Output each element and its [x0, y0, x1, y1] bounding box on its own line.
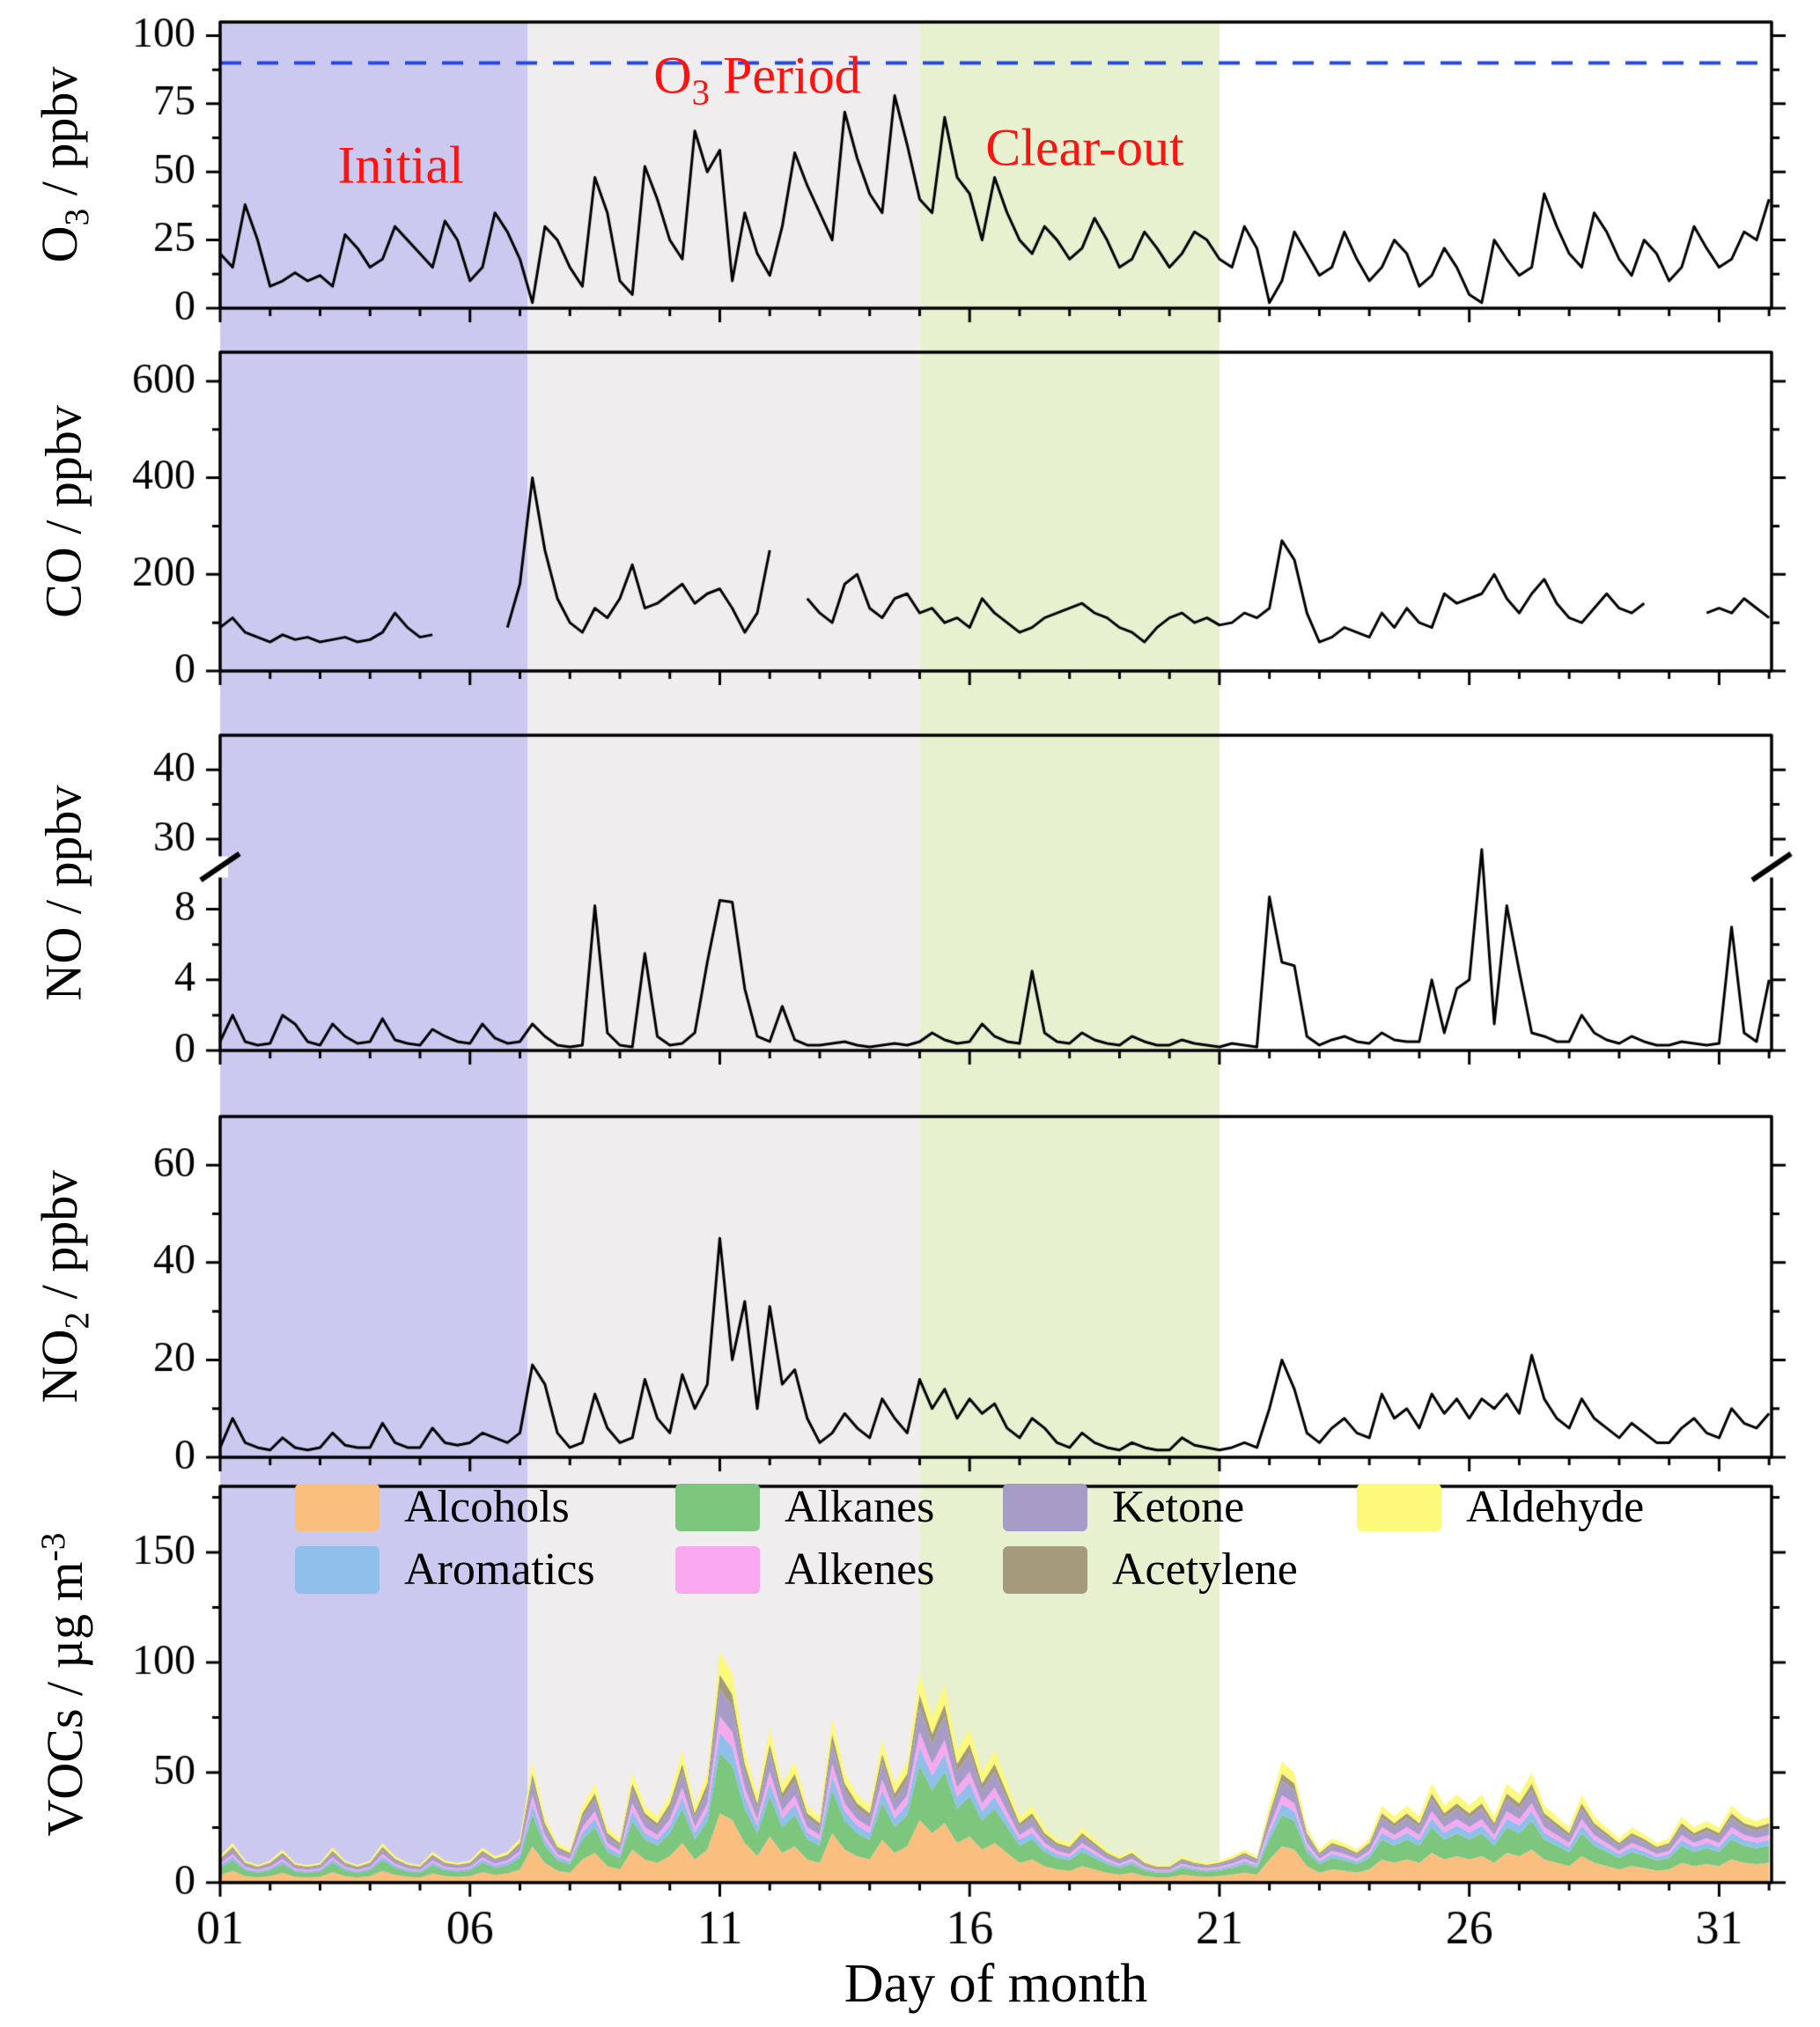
annotation-initial: Initial: [337, 136, 463, 196]
annotation-o3-period-pre: O: [653, 46, 692, 105]
y-axis-label-no-text: NO / ppbv: [34, 785, 92, 1001]
y-axis-label-co-text: CO / ppbv: [34, 405, 92, 618]
y-axis-label-no2-unit: / ppbv: [31, 1169, 89, 1312]
legend-label: Acetylene: [1112, 1544, 1298, 1595]
y-axis-label-o3: O3 / ppbv: [30, 67, 97, 263]
y-axis-label-co: CO / ppbv: [34, 405, 93, 618]
legend-swatch-acetylene: [1003, 1545, 1087, 1594]
y-axis-label-o3-text: O: [31, 225, 89, 263]
y-axis-label-no: NO / ppbv: [34, 785, 93, 1001]
y-axis-label-no2-text: NO: [31, 1329, 89, 1404]
annotation-o3-period-sub: 3: [691, 72, 711, 113]
legend-label: Aromatics: [404, 1544, 595, 1595]
legend-item-alcohols: Alcohols: [295, 1481, 675, 1533]
legend-label: Alkanes: [785, 1482, 935, 1532]
legend-swatch-aromatics: [295, 1545, 379, 1594]
legend: Alcohols Alkanes Ketone Aldehyde Aromatics Al…: [295, 1481, 1644, 1606]
y-axis-label-o3-sub: 3: [56, 208, 96, 226]
y-axis-label-vocs: VOCs / µg m-3: [33, 1532, 94, 1836]
legend-item-aldehyde: Aldehyde: [1357, 1481, 1644, 1533]
legend-swatch-alkenes: [675, 1545, 760, 1594]
annotation-o3-period: O3 Period: [653, 46, 860, 114]
legend-swatch-alkanes: [675, 1483, 760, 1531]
legend-swatch-ketone: [1003, 1483, 1087, 1531]
legend-label: Aldehyde: [1466, 1482, 1645, 1532]
annotation-o3-period-post: Period: [710, 46, 861, 105]
legend-swatch-alcohols: [295, 1483, 379, 1531]
x-axis-label: Day of month: [844, 1954, 1148, 2014]
legend-item-aromatics: Aromatics: [295, 1544, 675, 1596]
y-axis-label-o3-unit: / ppbv: [31, 66, 89, 209]
legend-swatch-aldehyde: [1357, 1483, 1441, 1531]
legend-item-alkenes: Alkenes: [675, 1544, 1003, 1596]
legend-item-acetylene: Acetylene: [1003, 1544, 1357, 1596]
legend-label: Alkenes: [785, 1544, 935, 1595]
annotation-initial-text: Initial: [337, 136, 464, 195]
legend-item-alkanes: Alkanes: [675, 1481, 1003, 1533]
y-axis-label-vocs-sup: -3: [33, 1532, 72, 1562]
y-axis-label-no2: NO2 / ppbv: [30, 1170, 97, 1404]
y-axis-label-vocs-text: VOCs / µg m: [36, 1561, 94, 1837]
legend-row: Aromatics Alkenes Acetylene: [295, 1544, 1644, 1596]
legend-label: Ketone: [1112, 1482, 1245, 1532]
legend-row: Alcohols Alkanes Ketone Aldehyde: [295, 1481, 1644, 1533]
annotation-clear-out: Clear-out: [985, 118, 1183, 179]
legend-label: Alcohols: [404, 1482, 570, 1532]
y-axis-label-no2-sub: 2: [56, 1311, 96, 1330]
annotation-clear-out-text: Clear-out: [985, 118, 1184, 177]
legend-item-ketone: Ketone: [1003, 1481, 1357, 1533]
